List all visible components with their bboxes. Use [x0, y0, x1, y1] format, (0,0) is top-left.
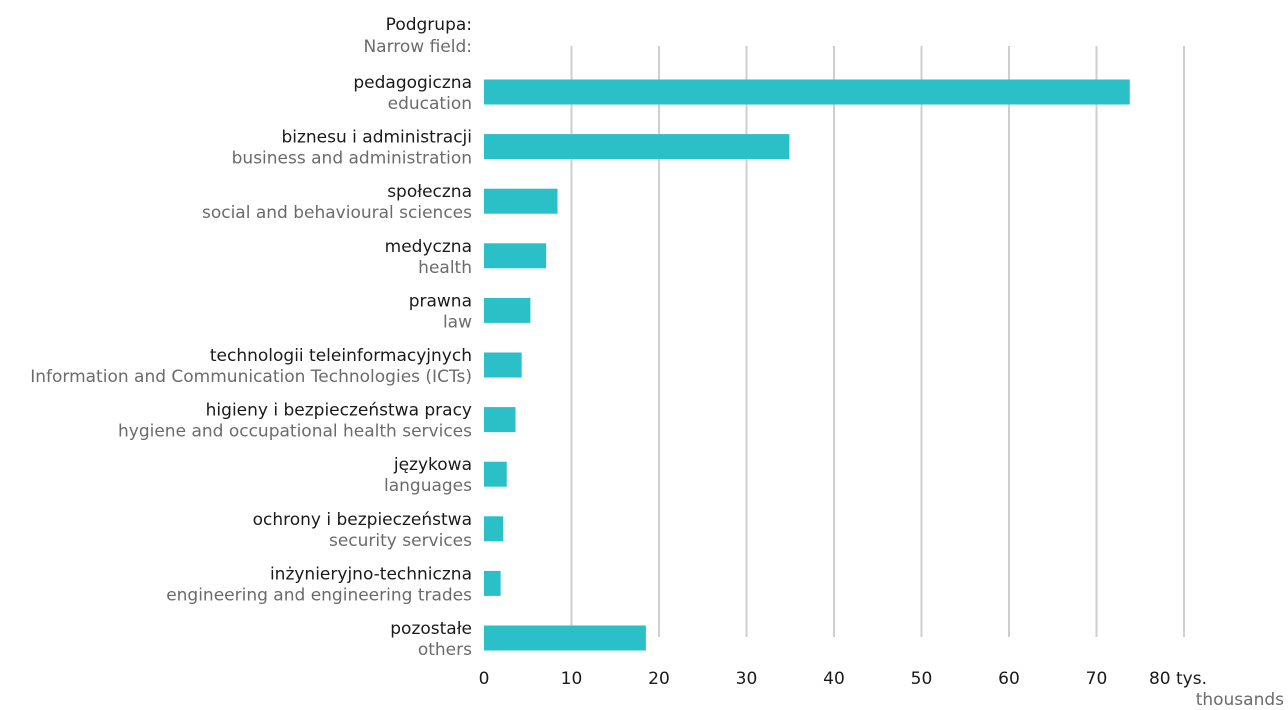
bar — [484, 79, 1130, 105]
bar — [484, 407, 516, 433]
category-label-pl: medyczna — [385, 237, 472, 257]
bar — [484, 134, 790, 160]
category-label-pl: społeczna — [387, 182, 472, 202]
bar — [484, 243, 547, 269]
bar — [484, 625, 646, 651]
category-label-en: education — [388, 94, 472, 114]
header-label-pl: Podgrupa: — [386, 15, 472, 35]
x-tick-label: 20 — [648, 669, 670, 689]
unit-label-en: thousands — [1196, 690, 1284, 710]
bar — [484, 570, 501, 596]
category-label-en: business and administration — [232, 149, 472, 169]
category-label-pl: prawna — [409, 291, 472, 311]
x-axis-ticks: 0 10 20 30 40 50 60 70 80 tys. — [479, 669, 1207, 689]
category-label-en: security services — [329, 531, 472, 551]
bars — [484, 79, 1130, 651]
x-tick-label: 30 — [736, 669, 758, 689]
bar — [484, 352, 522, 378]
category-label-en: hygiene and occupational health services — [118, 422, 472, 442]
category-label-pl: ochrony i bezpieczeństwa — [253, 510, 472, 530]
category-label-pl: pozostałe — [390, 619, 472, 639]
category-label-pl: inżynieryjno-techniczna — [270, 564, 472, 584]
category-label-en: others — [418, 640, 472, 660]
x-tick-label: 50 — [911, 669, 933, 689]
category-label-pl: pedagogiczna — [353, 73, 472, 93]
bar — [484, 188, 558, 214]
category-label-en: engineering and engineering trades — [166, 585, 472, 605]
category-label-en: health — [418, 258, 472, 278]
category-label-pl: higieny i bezpieczeństwa pracy — [206, 401, 472, 421]
category-label-en: law — [443, 312, 472, 332]
category-label-en: social and behavioural sciences — [202, 203, 472, 223]
x-tick-label: 0 — [479, 669, 490, 689]
category-label-en: Information and Communication Technologi… — [30, 367, 472, 387]
bar — [484, 461, 507, 487]
category-label-en: languages — [384, 476, 472, 496]
x-tick-label: 60 — [998, 669, 1020, 689]
header-label-en: Narrow field: — [363, 37, 472, 57]
x-tick-label: 70 — [1086, 669, 1108, 689]
category-label-pl: biznesu i administracji — [281, 128, 472, 148]
x-tick-label: 10 — [561, 669, 583, 689]
category-label-pl: technologii teleinformacyjnych — [210, 346, 472, 366]
x-tick-label: 40 — [823, 669, 845, 689]
category-label-pl: językowa — [393, 455, 472, 475]
bar — [484, 297, 531, 323]
bar — [484, 516, 504, 542]
unit-label-pl: 80 tys. — [1149, 669, 1207, 689]
